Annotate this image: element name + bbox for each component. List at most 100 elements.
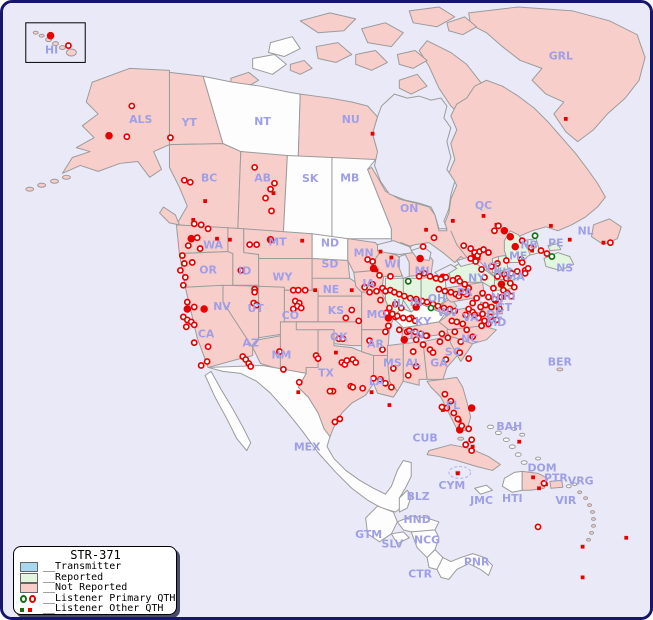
listener-primary-qth-marker [336, 415, 344, 423]
listener-primary-qth-marker [391, 300, 399, 308]
listener-primary-qth-marker [468, 447, 476, 455]
listener-primary-qth-marker [409, 348, 417, 356]
listener-cluster-dot [511, 242, 520, 251]
listener-primary-qth-marker [412, 336, 420, 344]
listener-primary-qth-marker [534, 523, 542, 531]
region-label-ms: MS [383, 356, 402, 369]
region-pe [547, 243, 562, 252]
listener-primary-qth-marker [444, 334, 452, 342]
listener-primary-qth-marker [537, 247, 545, 254]
listener-primary-qth-marker [462, 441, 470, 449]
listener-cluster-dot [497, 280, 506, 289]
listener-primary-qth-marker [382, 328, 389, 336]
listener-primary-qth-marker [393, 312, 401, 320]
region-label-nv: NV [213, 300, 231, 313]
legend-item: __Not Reported [20, 583, 171, 594]
region-label-dom: DOM [527, 461, 556, 474]
listener-primary-qth-marker [521, 269, 529, 277]
region-label-nu: NU [342, 113, 360, 126]
region-label-ptr: PTR [544, 471, 568, 484]
region-hi [65, 48, 77, 57]
listener-primary-qth-marker [473, 294, 481, 302]
region-label-yt: YT [181, 116, 198, 129]
listener-primary-qth-marker [349, 383, 357, 391]
listener-primary-qth-marker [479, 289, 486, 297]
listener-primary-qth-marker [485, 320, 492, 328]
listener-primary-qth-marker [455, 292, 463, 300]
listener-other-qth-marker [549, 223, 553, 228]
listener-primary-qth-marker [369, 258, 376, 265]
region-antilles [591, 524, 597, 528]
region-label-me: ME [509, 249, 527, 262]
region-label-az: AZ [243, 337, 259, 350]
listener-primary-qth-marker [463, 326, 471, 334]
legend-item: __Transmitter [20, 561, 171, 573]
region-label-ber: BER [548, 355, 573, 368]
region-arctic-island [355, 50, 388, 71]
listener-primary-qth-marker [253, 301, 261, 309]
listener-primary-qth-marker [485, 249, 492, 256]
listener-cluster-dot [506, 232, 515, 241]
listener-other-qth-marker [349, 288, 354, 293]
listener-primary-qth-marker [434, 302, 442, 310]
listener-primary-qth-marker [454, 415, 462, 423]
region-label-fl: FL [446, 399, 460, 412]
region-label-hnd: HND [404, 513, 431, 526]
listener-primary-qth-marker [406, 294, 414, 302]
region-label-la: LA [369, 375, 385, 388]
region-label-qc: QC [475, 199, 492, 212]
listener-primary-qth-marker [451, 307, 459, 315]
listener-primary-qth-marker [415, 272, 423, 280]
listener-other-qth-marker [378, 249, 383, 254]
region-label-mt: MT [268, 236, 287, 249]
listener-primary-qth-marker [510, 283, 518, 291]
region-aleutian [25, 186, 35, 192]
listener-primary-qth-marker [481, 273, 488, 281]
region-label-in: IN [410, 296, 423, 309]
region-label-sk: SK [302, 172, 319, 185]
listener-primary-qth-marker [456, 277, 464, 285]
listener-primary-qth-marker [276, 348, 283, 356]
region-bah [487, 424, 494, 430]
listener-primary-qth-marker [493, 316, 500, 324]
listener-primary-qth-marker [447, 397, 455, 405]
listener-primary-qth-marker [524, 264, 532, 272]
listener-primary-qth-marker [493, 272, 501, 280]
region-grl [468, 6, 646, 143]
listener-other-qth-marker [424, 227, 428, 232]
listener-other-qth-marker [624, 535, 629, 540]
region-antilles [583, 496, 589, 501]
listener-cluster-dot [46, 31, 55, 40]
listener-primary-qth-marker [467, 245, 475, 253]
listener-primary-qth-marker [436, 338, 444, 346]
listener-primary-qth-marker [186, 178, 194, 186]
region-ab [237, 151, 288, 234]
region-label-mn: MN [354, 247, 374, 260]
region-label-mi: MI [415, 264, 430, 277]
listener-primary-qth-marker [450, 409, 458, 417]
listener-primary-qth-marker [373, 287, 380, 295]
region-als [61, 67, 170, 178]
region-label-nh: NH [493, 265, 511, 278]
listener-primary-qth-marker [251, 288, 259, 296]
region-label-ne: NE [323, 283, 340, 296]
region-hi [58, 45, 66, 51]
listener-primary-qth-marker [262, 194, 269, 202]
listener-other-qth-marker [215, 236, 219, 241]
region-hi [52, 41, 59, 47]
region-label-hi: HI [45, 44, 58, 57]
region-label-tn: TN [408, 329, 425, 342]
listener-primary-qth-marker [472, 258, 480, 265]
listener-other-qth-marker [531, 475, 535, 480]
listener-primary-qth-marker [422, 332, 430, 340]
listener-primary-qth-marker [502, 257, 510, 264]
legend-title: STR-371 [70, 548, 121, 562]
listener-primary-qth-marker [178, 252, 186, 259]
listener-other-qth-marker [450, 218, 455, 223]
listener-other-qth-marker [470, 444, 475, 449]
listener-primary-qth-marker [181, 273, 189, 281]
listener-primary-qth-marker [471, 311, 479, 319]
lake-michigan [398, 253, 410, 279]
listener-primary-qth-marker [352, 359, 360, 366]
region-label-pe: PE [548, 237, 563, 250]
